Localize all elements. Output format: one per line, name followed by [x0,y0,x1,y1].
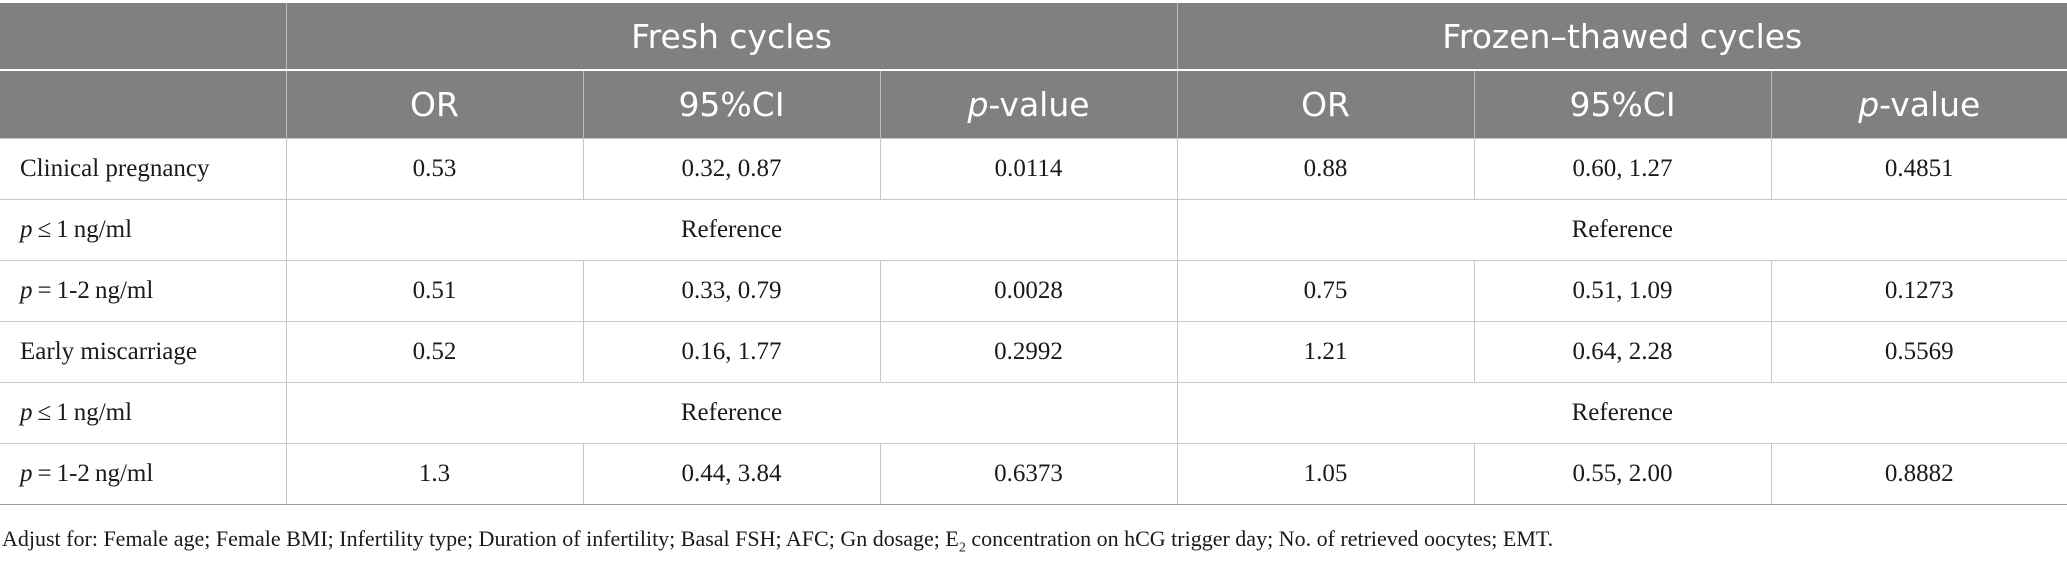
cell-frozen-or: 1.21 [1176,321,1475,383]
cell-fresh-p: 0.2992 [879,321,1178,383]
row-label: Early miscarriage [0,321,287,383]
cell-frozen-p: 0.4851 [1770,138,2067,200]
group-header-fresh: Fresh cycles [285,3,1178,71]
cell-fresh-ci: 0.44, 3.84 [582,443,881,505]
table-row: Early miscarriage 0.52 0.16, 1.77 0.2992… [0,321,2067,383]
row-label: p = 1-2 ng/ml [0,260,287,322]
cell-fresh-p: 0.0114 [879,138,1178,200]
p-symbol: p [967,85,989,124]
cell-frozen-p: 0.8882 [1770,443,2067,505]
cell-fresh-or: 0.53 [285,138,584,200]
table-footnote: Adjust for: Female age; Female BMI; Infe… [2,526,1553,556]
cell-frozen-or: 0.88 [1176,138,1475,200]
row-label: p ≤ 1 ng/ml [0,382,287,444]
table-row: p ≤ 1 ng/ml Reference Reference [0,199,2067,261]
corner-cell [0,3,287,71]
cell-frozen-or: 0.75 [1176,260,1475,322]
cell-fresh-ci: 0.16, 1.77 [582,321,881,383]
table-row: p = 1-2 ng/ml 0.51 0.33, 0.79 0.0028 0.7… [0,260,2067,322]
row-label: p = 1-2 ng/ml [0,443,287,505]
row-label-rest: = 1-2 ng/ml [32,277,154,304]
cell-frozen-reference: Reference [1176,382,2067,444]
footnote-text-2: concentration on hCG trigger day; No. of… [965,526,1554,551]
row-label: p ≤ 1 ng/ml [0,199,287,261]
p-suffix: -value [1879,85,1981,124]
cell-frozen-ci: 0.55, 2.00 [1473,443,1772,505]
p-symbol: p [20,460,33,487]
cell-fresh-ci: 0.33, 0.79 [582,260,881,322]
p-symbol: p [20,216,33,243]
cell-frozen-ci: 0.60, 1.27 [1473,138,1772,200]
cell-fresh-or: 1.3 [285,443,584,505]
cell-frozen-p: 0.5569 [1770,321,2067,383]
corner-cell [0,69,287,139]
results-table: Fresh cycles Frozen–thawed cycles OR 95%… [0,3,2067,505]
row-label-rest: ≤ 1 ng/ml [32,399,133,426]
p-suffix: -value [988,85,1090,124]
cell-fresh-or: 0.52 [285,321,584,383]
p-symbol: p [20,399,33,426]
row-label-rest: ≤ 1 ng/ml [32,216,133,243]
table-row: Clinical pregnancy 0.53 0.32, 0.87 0.011… [0,138,2067,200]
col-header-fresh-ci: 95%CI [582,69,881,139]
row-label-rest: = 1-2 ng/ml [32,460,154,487]
col-header-fresh-or: OR [285,69,584,139]
table-row: p ≤ 1 ng/ml Reference Reference [0,382,2067,444]
col-header-frozen-ci: 95%CI [1473,69,1772,139]
footnote-subscript: 2 [958,540,966,556]
group-header-frozen: Frozen–thawed cycles [1176,3,2067,71]
p-symbol: p [20,277,33,304]
cell-fresh-p: 0.0028 [879,260,1178,322]
cell-fresh-p: 0.6373 [879,443,1178,505]
col-header-frozen-or: OR [1176,69,1475,139]
col-header-fresh-p: p-value [879,69,1178,139]
table-row: p = 1-2 ng/ml 1.3 0.44, 3.84 0.6373 1.05… [0,443,2067,505]
cell-frozen-reference: Reference [1176,199,2067,261]
header-row-columns: OR 95%CI p-value OR 95%CI p-value [0,69,2067,139]
cell-frozen-ci: 0.64, 2.28 [1473,321,1772,383]
cell-fresh-ci: 0.32, 0.87 [582,138,881,200]
row-label: Clinical pregnancy [0,138,287,200]
cell-fresh-reference: Reference [285,382,1178,444]
cell-frozen-ci: 0.51, 1.09 [1473,260,1772,322]
cell-fresh-reference: Reference [285,199,1178,261]
header-row-groups: Fresh cycles Frozen–thawed cycles [0,3,2067,71]
cell-fresh-or: 0.51 [285,260,584,322]
cell-frozen-or: 1.05 [1176,443,1475,505]
cell-frozen-p: 0.1273 [1770,260,2067,322]
footnote-text-1: Adjust for: Female age; Female BMI; Infe… [2,526,959,551]
col-header-frozen-p: p-value [1770,69,2067,139]
p-symbol: p [1858,85,1880,124]
